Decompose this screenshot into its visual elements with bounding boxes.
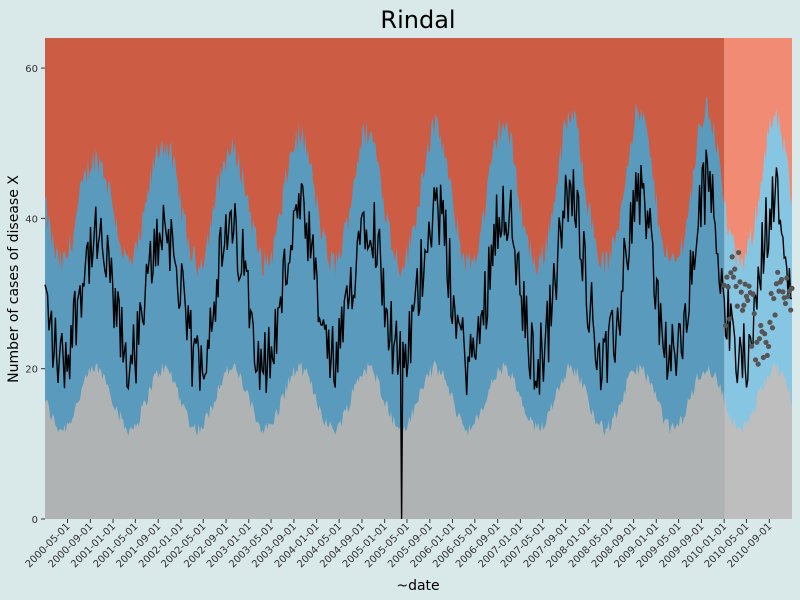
forecast-point <box>763 339 769 345</box>
baseline-low-region <box>45 361 725 519</box>
forecast-point <box>726 316 733 322</box>
forecast-point <box>784 275 790 281</box>
plot-area <box>44 38 795 520</box>
forecast-point <box>782 300 789 307</box>
y-axis: 0 20 40 60 <box>25 64 45 526</box>
forecast-point <box>724 274 730 280</box>
forecast-point <box>781 295 787 301</box>
forecast-point <box>788 307 794 313</box>
forecast-point <box>764 352 770 359</box>
forecast-point <box>730 274 737 280</box>
forecast-point <box>723 323 729 329</box>
forecast-point <box>752 357 759 363</box>
forecast-point <box>733 283 739 289</box>
forecast-point <box>768 290 774 297</box>
forecast-point <box>743 293 750 299</box>
forecast-point <box>765 343 772 350</box>
forecast-point <box>746 283 752 289</box>
forecast-point <box>785 293 791 300</box>
y-tick-label: 40 <box>25 214 38 225</box>
forecast-point <box>760 354 766 361</box>
forecast-point <box>737 279 743 285</box>
forecast-point <box>732 266 738 272</box>
forecast-point <box>775 269 781 275</box>
observed-cases-line <box>44 149 793 520</box>
y-tick-label: 60 <box>25 64 38 75</box>
y-tick-label: 0 <box>32 515 38 526</box>
forecast-point <box>729 254 735 260</box>
forecast-point <box>778 276 785 283</box>
forecast-point <box>773 281 779 287</box>
forecast-point <box>780 289 786 295</box>
forecast-low-region <box>724 362 792 519</box>
forecast-point <box>771 295 777 302</box>
forecast-point <box>739 307 746 313</box>
x-axis-title: ~date <box>396 578 439 594</box>
forecast-point <box>738 289 744 295</box>
forecast-point <box>758 322 764 329</box>
forecast-point <box>750 291 756 298</box>
forecast-point <box>725 284 731 290</box>
forecast-point <box>736 249 742 256</box>
forecast-point <box>742 281 748 287</box>
y-axis-title: Number of cases of disease X <box>6 175 22 383</box>
forecast-point <box>767 319 773 325</box>
forecast-point <box>756 336 763 342</box>
forecast-point <box>755 361 761 367</box>
forecast-point <box>728 270 734 276</box>
forecast-point <box>776 288 782 294</box>
forecast-point <box>789 285 795 291</box>
forecast-point <box>734 303 740 309</box>
forecast-point <box>772 312 778 318</box>
forecast-point <box>754 339 760 345</box>
y-tick-label: 20 <box>25 365 38 376</box>
forecast-point <box>751 311 757 317</box>
forecast-point <box>749 343 755 349</box>
chart-title: Rindal <box>380 6 455 34</box>
forecast-point <box>741 302 747 308</box>
forecast-point <box>745 297 751 303</box>
forecast-point <box>721 282 727 288</box>
forecast-point <box>762 331 768 337</box>
x-axis: 2000-05-012000-09-012001-01-012001-05-01… <box>24 519 774 570</box>
forecast-point <box>769 325 776 331</box>
